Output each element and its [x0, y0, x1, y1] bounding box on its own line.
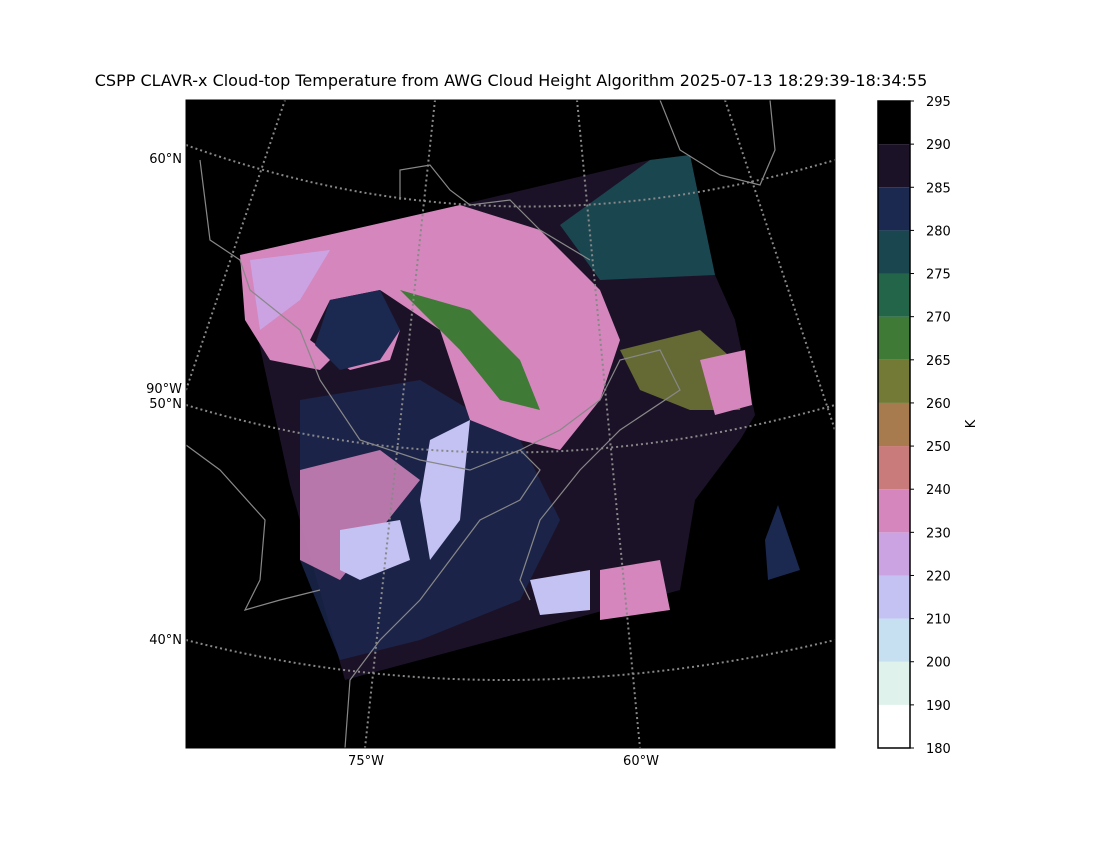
graticule [186, 144, 835, 208]
cloud-region [300, 450, 420, 580]
graticule [186, 404, 835, 454]
map-frame [185, 99, 836, 749]
colorbar-tick-label: 210 [926, 613, 951, 628]
colorbar-tick-label: 230 [926, 526, 951, 541]
cloud-region [400, 290, 540, 410]
coastline [186, 444, 321, 611]
colorbar-tick-label: 265 [926, 354, 951, 369]
coastline [659, 100, 776, 186]
colorbar-tick-label: 200 [926, 656, 951, 671]
cloud-region [340, 520, 410, 580]
colorbar-band [878, 618, 910, 662]
colorbar-band [878, 489, 910, 533]
graticule [186, 639, 835, 681]
colorbar-band [878, 230, 910, 274]
colorbar-band [878, 359, 910, 403]
cloud-region [420, 420, 470, 560]
colorbar: 180 190 200 210 220 230 240 250 260 265 270 275 280 2… [877, 95, 951, 757]
cloud-region [315, 290, 400, 370]
colorbar-tick-label: 285 [926, 181, 951, 196]
colorbar-tick-label: 180 [926, 742, 951, 757]
coastline [199, 159, 541, 748]
colorbar-band [878, 661, 910, 705]
colorbar-band [878, 575, 910, 619]
lat-label: 60°N [149, 152, 182, 167]
colorbar-band [878, 532, 910, 576]
colorbar-label: K [964, 419, 979, 428]
colorbar-tick-label: 240 [926, 483, 951, 498]
coastline [519, 349, 681, 601]
colorbar-tick-label: 260 [926, 397, 951, 412]
colorbar-tick-label: 270 [926, 311, 951, 326]
colorbar-tick-label: 275 [926, 268, 951, 283]
lat-label: 50°N [149, 397, 182, 412]
cloud-region [765, 505, 800, 580]
lon-label: 60°W [623, 754, 659, 769]
colorbar-frame [877, 100, 911, 749]
colorbar-band [878, 704, 910, 748]
colorbar-tick-label: 190 [926, 699, 951, 714]
cloud-region [700, 350, 752, 415]
colorbar-band [878, 144, 910, 188]
colorbar-band [878, 402, 910, 447]
graticule [186, 100, 286, 391]
colorbar-tick-label: 280 [926, 224, 951, 239]
colorbar-band [878, 101, 910, 145]
colorbar-band [878, 187, 910, 231]
title: CSPP CLAVR-x Cloud-top Temperature from … [95, 71, 928, 90]
colorbar-tick-label: 295 [926, 95, 951, 110]
colorbar-tick-label: 290 [926, 138, 951, 153]
cloud-region [560, 155, 715, 280]
colorbar-band [878, 273, 910, 317]
colorbar-tick-label: 220 [926, 569, 951, 584]
graticule [364, 100, 436, 748]
graticule [576, 100, 641, 748]
cloud-region [600, 560, 670, 620]
colorbar-band [878, 446, 910, 490]
lon-label: 90°W [146, 382, 182, 397]
map [186, 100, 835, 748]
lat-label: 40°N [149, 633, 182, 648]
cloud-region [530, 570, 590, 615]
colorbar-tick-label: 250 [926, 440, 951, 455]
cloud-region [250, 250, 330, 330]
lon-label: 75°W [348, 754, 384, 769]
coastline [399, 164, 591, 261]
colorbar-band [878, 316, 910, 360]
